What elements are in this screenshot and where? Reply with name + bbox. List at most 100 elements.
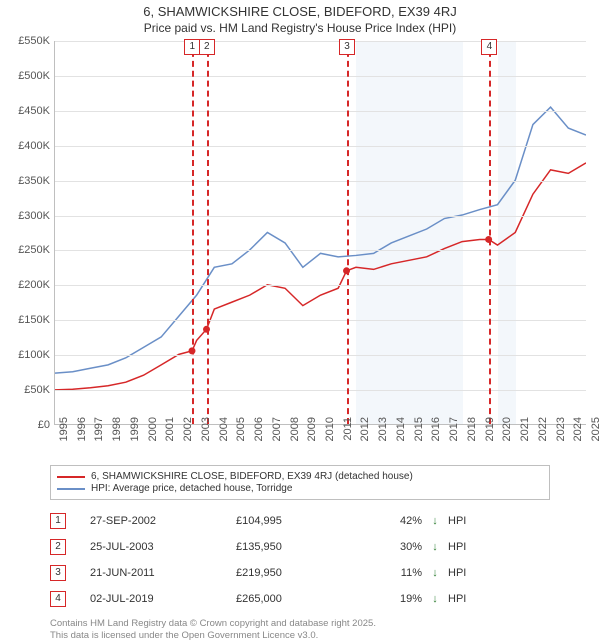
gridline xyxy=(55,111,586,112)
sales-row-date: 25-JUL-2003 xyxy=(90,541,230,553)
x-axis-label: 2016 xyxy=(430,417,442,447)
series-line xyxy=(55,107,586,373)
x-axis-label: 2008 xyxy=(289,417,301,447)
x-axis-label: 1996 xyxy=(76,417,88,447)
down-arrow-icon: ↓ xyxy=(428,593,442,605)
sale-marker-line xyxy=(207,41,209,424)
y-axis-label: £550K xyxy=(8,35,50,47)
sale-marker-box: 3 xyxy=(339,39,355,55)
sales-row: 127-SEP-2002£104,99542%↓HPI xyxy=(50,508,550,534)
x-axis-label: 2017 xyxy=(448,417,460,447)
x-axis-label: 2005 xyxy=(235,417,247,447)
sales-row-suffix: HPI xyxy=(448,593,478,605)
y-axis-label: £350K xyxy=(8,175,50,187)
x-axis-label: 2021 xyxy=(519,417,531,447)
x-axis-label: 2018 xyxy=(466,417,478,447)
legend-label-b: HPI: Average price, detached house, Torr… xyxy=(91,483,292,494)
sales-row: 4 02-JUL-2019 £265,000 19% ↓ HPI xyxy=(50,586,550,612)
x-axis-label: 2007 xyxy=(271,417,283,447)
y-axis-label: £0 xyxy=(8,419,50,431)
y-axis-label: £150K xyxy=(8,314,50,326)
x-axis-label: 2002 xyxy=(182,417,194,447)
x-axis-label: 2022 xyxy=(537,417,549,447)
chart-title: 6, SHAMWICKSHIRE CLOSE, BIDEFORD, EX39 4… xyxy=(0,4,600,19)
sales-row-date: 02-JUL-2019 xyxy=(90,593,230,605)
gridline xyxy=(55,250,586,251)
chart-subtitle: Price paid vs. HM Land Registry's House … xyxy=(0,21,600,35)
legend: 6, SHAMWICKSHIRE CLOSE, BIDEFORD, EX39 4… xyxy=(50,465,550,500)
y-axis-label: £200K xyxy=(8,279,50,291)
down-arrow-icon: ↓ xyxy=(428,515,442,527)
footer-line-2: This data is licensed under the Open Gov… xyxy=(50,630,550,642)
chart-svg xyxy=(55,41,586,424)
sales-row-num: 1 xyxy=(50,513,66,529)
x-axis-label: 1997 xyxy=(93,417,105,447)
legend-row-series-b: HPI: Average price, detached house, Torr… xyxy=(57,483,543,494)
x-axis-label: 2009 xyxy=(306,417,318,447)
x-axis-label: 2006 xyxy=(253,417,265,447)
sales-row-suffix: HPI xyxy=(448,567,478,579)
sale-marker-box: 4 xyxy=(481,39,497,55)
legend-swatch-a xyxy=(57,476,85,478)
x-axis-label: 2019 xyxy=(484,417,496,447)
sales-row-price: £135,950 xyxy=(236,541,356,553)
y-axis-label: £450K xyxy=(8,105,50,117)
sales-row: 2 25-JUL-2003 £135,950 30% ↓ HPI xyxy=(50,534,550,560)
sales-row-num: 2 xyxy=(50,539,66,555)
gridline xyxy=(55,41,586,42)
gridline xyxy=(55,355,586,356)
gridline xyxy=(55,320,586,321)
sales-row-date: 21-JUN-2011 xyxy=(90,567,230,579)
sales-row-pct: 11% xyxy=(362,567,422,579)
sales-row-pct: 30% xyxy=(362,541,422,553)
plot-region: 1234 xyxy=(54,41,586,425)
chart-area: 1234 £0£50K£100K£150K£200K£250K£300K£350… xyxy=(8,41,592,425)
sales-row-price: £104,995 xyxy=(236,515,356,527)
x-axis-label: 2010 xyxy=(324,417,336,447)
gridline xyxy=(55,146,586,147)
sale-marker-box: 2 xyxy=(199,39,215,55)
x-axis-label: 1995 xyxy=(58,417,70,447)
x-axis-label: 2020 xyxy=(501,417,513,447)
sales-row-date: 27-SEP-2002 xyxy=(90,515,230,527)
y-axis-label: £100K xyxy=(8,349,50,361)
sales-row-num: 4 xyxy=(50,591,66,607)
legend-row-series-a: 6, SHAMWICKSHIRE CLOSE, BIDEFORD, EX39 4… xyxy=(57,471,543,482)
sale-marker-line xyxy=(192,41,194,424)
sales-row-pct: 19% xyxy=(362,593,422,605)
x-axis-label: 1999 xyxy=(129,417,141,447)
down-arrow-icon: ↓ xyxy=(428,541,442,553)
sales-row-price: £219,950 xyxy=(236,567,356,579)
footer: Contains HM Land Registry data © Crown c… xyxy=(50,618,550,643)
legend-swatch-b xyxy=(57,488,85,490)
sales-table: 127-SEP-2002£104,99542%↓HPI225-JUL-2003£… xyxy=(50,508,550,612)
gridline xyxy=(55,285,586,286)
x-axis-label: 2015 xyxy=(413,417,425,447)
x-axis-label: 2001 xyxy=(164,417,176,447)
gridline xyxy=(55,181,586,182)
x-axis-label: 2023 xyxy=(555,417,567,447)
sales-row: 3 21-JUN-2011 £219,950 11% ↓ HPI xyxy=(50,560,550,586)
x-axis-label: 2004 xyxy=(218,417,230,447)
sale-marker-line xyxy=(489,41,491,424)
x-axis-label: 2014 xyxy=(395,417,407,447)
sales-row-suffix: HPI xyxy=(448,541,478,553)
x-axis-label: 2012 xyxy=(359,417,371,447)
sale-marker-line xyxy=(347,41,349,424)
x-axis-label: 2024 xyxy=(572,417,584,447)
x-axis-label: 2003 xyxy=(200,417,212,447)
y-axis-label: £500K xyxy=(8,70,50,82)
y-axis-label: £50K xyxy=(8,384,50,396)
gridline xyxy=(55,76,586,77)
y-axis-label: £400K xyxy=(8,140,50,152)
sales-row-num: 3 xyxy=(50,565,66,581)
gridline xyxy=(55,390,586,391)
x-axis-label: 2025 xyxy=(590,417,600,447)
x-axis-label: 1998 xyxy=(111,417,123,447)
x-axis-label: 2011 xyxy=(342,417,354,447)
legend-label-a: 6, SHAMWICKSHIRE CLOSE, BIDEFORD, EX39 4… xyxy=(91,471,413,482)
sales-row-price: £265,000 xyxy=(236,593,356,605)
gridline xyxy=(55,216,586,217)
y-axis-label: £300K xyxy=(8,210,50,222)
down-arrow-icon: ↓ xyxy=(428,567,442,579)
